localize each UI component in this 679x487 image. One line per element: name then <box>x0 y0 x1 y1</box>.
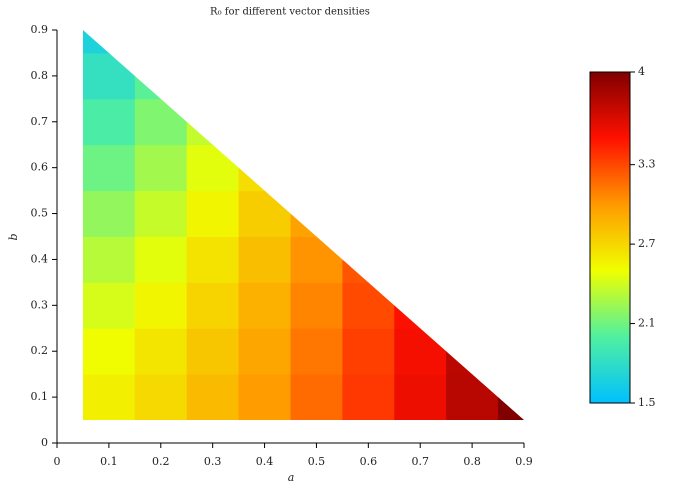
heat-cell <box>82 282 136 329</box>
heat-cell <box>446 374 499 421</box>
x-tick-label: 0.7 <box>411 455 429 468</box>
x-tick-label: 0.6 <box>360 455 378 468</box>
heat-cell <box>238 282 291 329</box>
heat-cell <box>290 328 343 375</box>
heat-cell <box>134 282 188 329</box>
heat-cell <box>290 236 343 283</box>
heat-cell <box>186 328 240 375</box>
y-tick-label: 0 <box>41 436 48 449</box>
heat-cell <box>134 190 188 237</box>
y-tick-label: 0.1 <box>31 390 49 403</box>
heat-cell <box>134 328 188 375</box>
heat-cell <box>186 236 240 283</box>
colorbar-tick-label: 4 <box>638 65 645 78</box>
colorbar-tick-label: 2.7 <box>638 237 656 250</box>
heat-cell <box>186 190 240 237</box>
heat-cell <box>82 30 136 54</box>
heat-cell <box>82 374 136 421</box>
y-tick-label: 0.8 <box>31 69 49 82</box>
heat-cell <box>290 190 343 237</box>
heatmap <box>82 30 524 421</box>
colorbar-tick-label: 1.5 <box>638 396 656 409</box>
heat-cell <box>82 328 136 375</box>
heat-cell <box>186 374 240 421</box>
x-tick-label: 0.1 <box>100 455 118 468</box>
x-tick-label: 0.4 <box>256 455 274 468</box>
heat-cell <box>238 374 291 421</box>
heat-cell <box>134 236 188 283</box>
heat-cell <box>82 52 136 100</box>
y-axis-label: b <box>7 233 20 240</box>
heat-cell <box>238 190 291 237</box>
y-tick-label: 0.2 <box>31 344 49 357</box>
heat-cell <box>186 98 240 146</box>
y-tick-label: 0.5 <box>31 207 49 220</box>
heat-cell <box>238 328 291 375</box>
x-tick-label: 0.8 <box>463 455 481 468</box>
heat-cell <box>290 374 343 421</box>
chart-title: R₀ for different vector densities <box>210 7 370 18</box>
heat-cell <box>342 328 395 375</box>
y-tick-label: 0.3 <box>31 298 49 311</box>
heat-cell <box>342 236 395 283</box>
heat-cell <box>186 144 240 192</box>
x-tick-label: 0 <box>54 455 61 468</box>
heat-cell <box>394 328 447 375</box>
colorbar <box>589 71 631 404</box>
heat-cell <box>82 144 136 192</box>
heat-cell <box>134 52 188 100</box>
heat-cell <box>134 374 188 421</box>
colorbar-tick-label: 2.1 <box>638 317 656 330</box>
x-tick-label: 0.5 <box>308 455 326 468</box>
heat-cell <box>498 374 524 421</box>
x-tick-label: 0.2 <box>152 455 170 468</box>
y-tick-label: 0.6 <box>31 161 49 174</box>
heat-cell <box>82 190 136 237</box>
y-tick-label: 0.9 <box>31 23 49 36</box>
y-tick-label: 0.4 <box>31 252 49 265</box>
heat-cell <box>446 328 499 375</box>
heat-cell <box>186 282 240 329</box>
heat-cell <box>238 144 291 192</box>
heat-cell <box>134 98 188 146</box>
heat-cell <box>238 236 291 283</box>
x-tick-label: 0.9 <box>515 455 533 468</box>
x-tick-label: 0.3 <box>204 455 222 468</box>
heat-cell <box>394 282 447 329</box>
heat-cell <box>134 144 188 192</box>
heat-cell <box>290 282 343 329</box>
x-axis-label: a <box>288 471 295 484</box>
heat-cell <box>82 236 136 283</box>
colorbar-tick-label: 3.3 <box>638 158 656 171</box>
heat-cell <box>82 98 136 146</box>
heat-cell <box>342 282 395 329</box>
heat-cell <box>394 374 447 421</box>
heat-cell <box>342 374 395 421</box>
y-tick-label: 0.7 <box>31 115 49 128</box>
